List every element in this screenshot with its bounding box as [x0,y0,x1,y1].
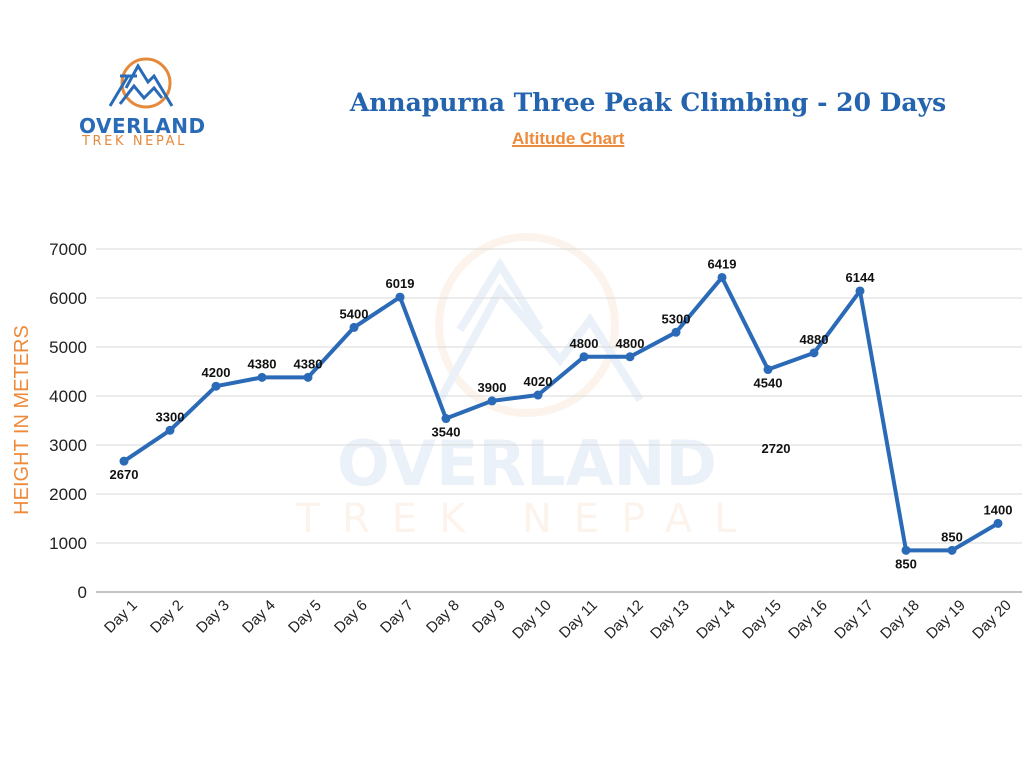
x-tick-label: Day 16 [785,597,831,643]
y-axis-label: HEIGHT IN METERS [11,325,33,515]
x-tick-label: Day 14 [693,597,739,643]
annotations: 2720 [762,441,791,456]
data-point [211,381,221,391]
x-tick-label: Day 1 [101,597,141,637]
data-label: 4880 [800,332,829,347]
x-tick-label: Day 15 [739,597,785,643]
mountain-logo-icon [108,57,174,109]
x-tick-label: Day 2 [147,597,187,637]
data-point [579,352,589,362]
x-tick-label: Day 18 [877,597,923,643]
data-label: 3900 [478,380,507,395]
data-label: 6019 [386,276,415,291]
x-tick-label: Day 6 [331,597,371,637]
x-tick-label: Day 20 [969,597,1015,643]
data-point [303,372,313,382]
x-tick-label: Day 10 [509,597,555,643]
data-labels: 2670 3300 4200 4380 4380 5400 6019 3540 3900 4020… [110,256,1013,571]
x-tick-label: Day 5 [285,597,325,637]
x-tick-label: Day 7 [377,597,417,637]
y-tick-label: 6000 [49,289,87,308]
data-label: 4800 [570,336,599,351]
x-axis-ticks: Day 1 Day 2 Day 3 Day 4 Day 5 Day 6 Day 7 Day 8… [101,597,1015,643]
x-tick-label: Day 4 [239,597,279,637]
data-points [119,272,1003,555]
x-tick-label: Day 9 [469,597,509,637]
data-point [165,425,175,435]
x-tick-label: Day 8 [423,597,463,637]
altitude-series-line [122,275,1000,553]
x-tick-label: Day 12 [601,597,647,643]
gridlines [96,248,1022,593]
data-label: 2670 [110,467,139,482]
data-point [809,348,819,358]
data-point [855,286,865,296]
watermark: OVERLAND TREK NEPAL [295,233,759,542]
data-point [625,352,635,362]
data-point [257,372,267,382]
data-point [349,322,359,332]
x-tick-label: Day 13 [647,597,693,643]
y-tick-label: 0 [78,583,87,602]
data-point [119,456,129,466]
data-label: 4800 [616,336,645,351]
data-point [763,365,773,375]
y-tick-label: 7000 [49,240,87,259]
data-label: 850 [941,529,963,544]
data-label: 4200 [202,365,231,380]
data-label: 5300 [662,311,691,326]
y-tick-label: 2000 [49,485,87,504]
data-point [671,327,681,337]
data-point [533,390,543,400]
data-label: 6419 [708,256,737,271]
data-label: 4020 [524,374,553,389]
x-tick-label: Day 19 [923,597,969,643]
y-tick-label: 5000 [49,338,87,357]
y-tick-label: 3000 [49,436,87,455]
x-tick-label: Day 17 [831,597,877,643]
data-label: 1400 [984,502,1013,517]
data-point [717,272,727,282]
chart-title: Annapurna Three Peak Climbing - 20 Days [349,88,947,117]
data-point [487,396,497,406]
data-point [947,545,957,555]
data-label: 6144 [846,270,876,285]
data-label: 4380 [294,356,323,371]
data-point [901,545,911,555]
annotation-label: 2720 [762,441,791,456]
data-label: 3300 [156,409,185,424]
logo-text-overland: OVERLAND [79,114,206,138]
chart-subtitle: Altitude Chart [512,129,625,148]
data-label: 4540 [754,376,783,391]
data-point [441,414,451,424]
x-tick-label: Day 11 [556,597,601,642]
data-label: 4380 [248,356,277,371]
x-tick-label: Day 3 [193,597,233,637]
logo-text-trek-nepal: TREK NEPAL [82,134,187,149]
brand-logo [74,56,224,156]
data-label: 3540 [432,425,461,440]
y-tick-label: 1000 [49,534,87,553]
y-axis-ticks: 0 1000 2000 3000 4000 5000 6000 7000 [49,240,87,602]
y-tick-label: 4000 [49,387,87,406]
data-point [993,518,1003,528]
watermark-text-trek-nepal: TREK NEPAL [295,496,759,542]
data-label: 5400 [340,306,369,321]
watermark-text-overland: OVERLAND [337,427,717,500]
data-point [395,292,405,302]
data-label: 850 [895,556,917,571]
